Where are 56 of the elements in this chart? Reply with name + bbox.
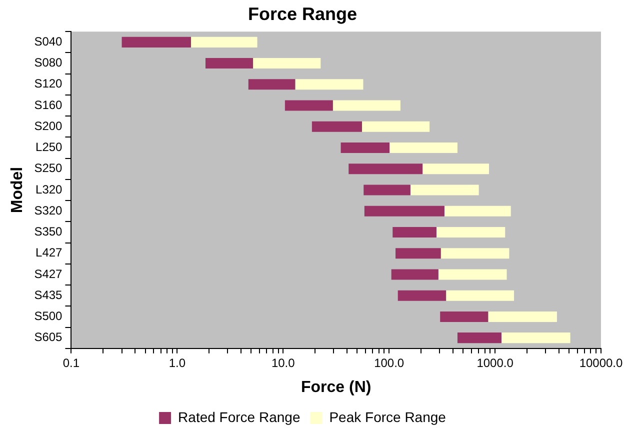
bar: [422, 164, 490, 174]
bar: [253, 58, 321, 69]
x-tick-label: 1.0: [168, 356, 186, 370]
bar: [410, 184, 479, 196]
legend-label: Rated Force Range: [178, 408, 300, 425]
y-tick-label: S160: [34, 98, 63, 112]
y-tick-label: L250: [36, 140, 63, 154]
y-tick-label: S080: [34, 56, 63, 70]
bar: [501, 332, 570, 344]
chart-title: Force Range: [248, 4, 358, 24]
x-tick-label: 10.0: [271, 356, 296, 370]
bar: [391, 269, 438, 280]
y-tick-label: S250: [34, 161, 63, 176]
bar: [457, 332, 502, 344]
bar: [436, 226, 506, 238]
legend-label: Peak Force Range: [329, 408, 446, 425]
y-tick-label: L320: [36, 182, 63, 196]
y-tick-label: S320: [34, 203, 63, 218]
bar: [122, 36, 191, 48]
bar: [396, 248, 441, 259]
x-tick-label: 1000.0: [476, 356, 514, 370]
y-axis-title: Model: [9, 166, 26, 214]
bar: [392, 226, 436, 238]
bar: [284, 100, 333, 111]
y-tick-label: S120: [34, 76, 63, 91]
bar: [440, 248, 510, 259]
bar: [446, 290, 514, 301]
bar: [295, 79, 364, 90]
bar: [440, 311, 488, 322]
bar: [205, 58, 254, 69]
x-tick-label: 10000.0: [579, 356, 624, 370]
y-tick-label: S427: [34, 266, 63, 281]
y-tick-label: S605: [34, 330, 63, 344]
x-tick-label: 100.0: [374, 356, 404, 370]
bar: [348, 164, 423, 174]
bar: [364, 184, 410, 196]
bar: [312, 121, 362, 132]
bar: [248, 79, 296, 90]
bar: [398, 290, 446, 301]
bar: [362, 121, 430, 132]
bar: [332, 100, 400, 111]
x-axis-title: Force (N): [300, 378, 372, 396]
bar: [190, 36, 258, 48]
y-tick-label: L427: [36, 246, 63, 260]
bar: [438, 269, 507, 280]
bar: [444, 206, 511, 216]
bar: [390, 142, 458, 154]
bar: [364, 206, 444, 216]
bar: [488, 311, 557, 322]
y-tick-label: S350: [34, 224, 63, 239]
y-tick-label: S500: [34, 309, 63, 324]
y-tick-label: S200: [34, 118, 63, 133]
x-tick-label: 0.1: [62, 356, 80, 370]
y-tick-label: S040: [34, 34, 63, 48]
bar: [340, 142, 390, 154]
y-tick-label: S435: [34, 288, 63, 302]
